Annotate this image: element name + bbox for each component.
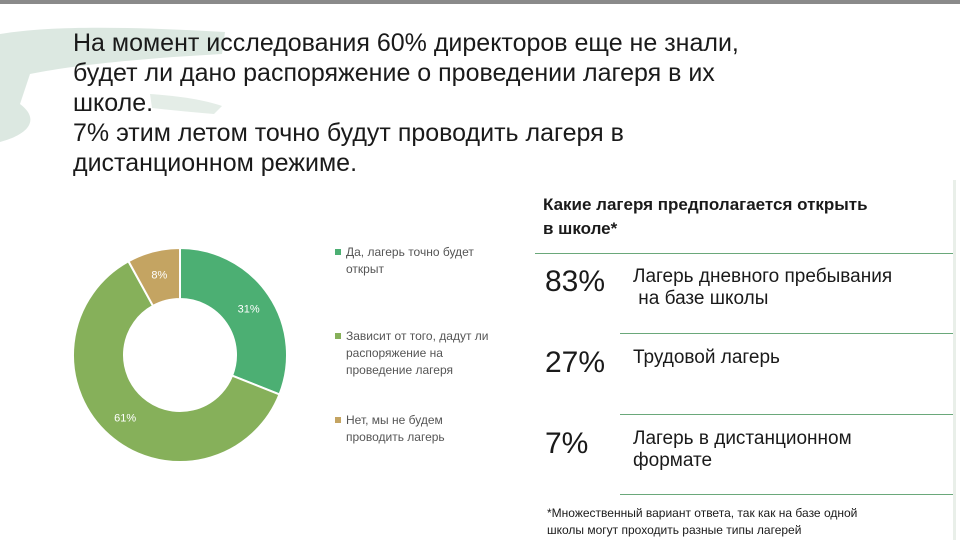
legend-item-no: Нет, мы не будем проводить лагерь (335, 412, 520, 446)
legend-label: распоряжение на (346, 346, 443, 360)
divider (620, 414, 955, 415)
option-remote-camp: Лагерь в дистанционном формате (633, 428, 953, 472)
divider (620, 494, 955, 495)
slide-heading: На момент исследования 60% директоров ещ… (73, 28, 873, 178)
option-line: Лагерь в дистанционном (633, 428, 852, 449)
legend-swatch (335, 249, 341, 255)
percent-remote-camp: 7% (545, 427, 589, 460)
decorative-brush-stroke (0, 27, 225, 143)
option-line: формате (633, 450, 713, 471)
footnote-line: школы могут проходить разные типы лагере… (547, 523, 802, 537)
camps-title-line: Какие лагеря предполагается открыть (543, 195, 868, 214)
right-edge-decoration (953, 180, 956, 540)
top-border (0, 0, 960, 4)
legend-label: проведение лагеря (346, 363, 454, 377)
legend-item-yes: Да, лагерь точно будет открыт (335, 244, 520, 278)
heading-line: будет ли дано распоряжение о проведении … (73, 59, 715, 87)
divider (620, 333, 955, 334)
option-line: Трудовой лагерь (633, 347, 780, 368)
footnote: *Множественный вариант ответа, так как н… (547, 505, 952, 539)
legend-label: открыт (346, 262, 384, 276)
slice-depends (72, 259, 281, 463)
heading-line: дистанционном режиме. (73, 149, 358, 177)
slice-data-label: 61% (114, 412, 136, 424)
heading-line: школе. (73, 89, 154, 117)
slice-yes (179, 246, 288, 396)
camps-title: Какие лагеря предполагается открыть в шк… (543, 193, 953, 241)
percent-day-camp: 83% (545, 265, 606, 298)
heading-line: На момент исследования 60% директоров ещ… (73, 29, 739, 57)
legend-swatch (335, 333, 341, 339)
camps-title-line: в школе* (543, 219, 618, 238)
footnote-line: *Множественный вариант ответа, так как н… (547, 506, 858, 520)
option-labor-camp: Трудовой лагерь (633, 347, 953, 369)
option-line: Лагерь дневного пребывания (633, 266, 893, 287)
divider (535, 253, 955, 254)
legend-label: Да, лагерь точно будет (346, 245, 474, 259)
legend-item-depends: Зависит от того, дадут ли распоряжение н… (335, 328, 520, 379)
option-day-camp: Лагерь дневного пребывания на базе школы (633, 266, 953, 310)
legend-label: проводить лагерь (346, 430, 445, 444)
donut-chart: 31% 61% 8% (72, 246, 288, 463)
heading-line: 7% этим летом точно будут проводить лаге… (73, 119, 624, 147)
legend-swatch (335, 417, 341, 423)
option-line: на базе школы (633, 288, 769, 309)
slice-data-label: 8% (151, 270, 167, 282)
percent-labor-camp: 27% (545, 346, 606, 379)
legend-label: Зависит от того, дадут ли (346, 329, 489, 343)
slice-no (127, 246, 181, 308)
slice-data-label: 31% (238, 303, 260, 315)
legend-label: Нет, мы не будем (346, 413, 443, 427)
